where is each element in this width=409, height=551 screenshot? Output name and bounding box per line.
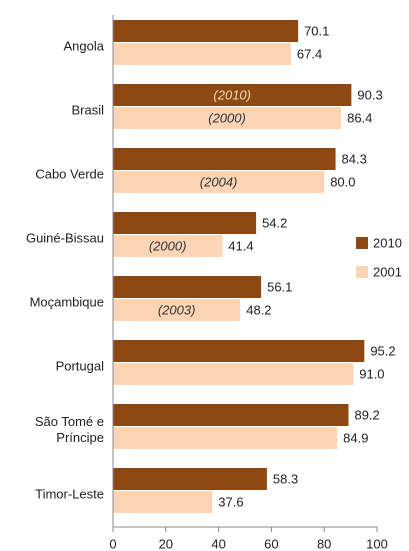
- category-label: Timor-Leste: [35, 486, 104, 501]
- bar: [113, 148, 336, 170]
- value-label: 56.1: [267, 279, 292, 294]
- bar: [113, 491, 213, 513]
- bar: [113, 107, 342, 129]
- value-label: 70.1: [304, 23, 329, 38]
- category-label: São Tomé e Príncipe: [35, 415, 104, 446]
- x-tick-label: 100: [366, 536, 388, 551]
- value-label: 54.2: [262, 215, 287, 230]
- x-tick-label: 80: [317, 536, 331, 551]
- value-label: 84.3: [342, 151, 367, 166]
- bar: [113, 235, 223, 257]
- value-label: 41.4: [228, 238, 253, 253]
- legend-swatch: [356, 237, 368, 249]
- value-label: 48.2: [246, 302, 271, 317]
- bar: [113, 468, 267, 490]
- bar: [113, 340, 365, 362]
- value-label: 37.6: [218, 494, 243, 509]
- x-tick-label: 0: [109, 536, 116, 551]
- bar: [113, 299, 241, 321]
- value-label: 90.3: [357, 87, 382, 102]
- x-tick-label: 20: [159, 536, 173, 551]
- bar-annotation: (2000): [149, 238, 187, 253]
- bar: [113, 276, 262, 298]
- x-tick-label: 60: [264, 536, 278, 551]
- value-label: 84.9: [343, 430, 368, 445]
- value-label: 91.0: [359, 366, 384, 381]
- category-label: Angola: [64, 38, 105, 53]
- value-label: 95.2: [370, 343, 395, 358]
- bar: [113, 84, 352, 106]
- bar: [113, 363, 354, 385]
- bar: [113, 212, 257, 234]
- bar: [113, 20, 299, 42]
- category-label: Moçambique: [30, 294, 104, 309]
- bar-annotation: (2000): [208, 110, 246, 125]
- bar: [113, 404, 349, 426]
- value-label: 67.4: [297, 46, 322, 61]
- bar-annotation: (2010): [213, 87, 251, 102]
- bar: [113, 171, 325, 193]
- legend-swatch: [356, 266, 368, 278]
- category-label: Guiné-Bissau: [26, 230, 104, 245]
- value-label: 58.3: [273, 471, 298, 486]
- value-label: 80.0: [330, 174, 355, 189]
- bar: [113, 427, 338, 449]
- category-label: Brasil: [71, 102, 104, 117]
- legend-label: 2001: [373, 264, 402, 279]
- x-tick-label: 40: [211, 536, 225, 551]
- bar: [113, 43, 291, 65]
- value-label: 89.2: [354, 407, 379, 422]
- value-label: 86.4: [347, 110, 372, 125]
- category-label: Portugal: [56, 358, 105, 373]
- bar-annotation: (2004): [200, 174, 238, 189]
- category-label: Cabo Verde: [35, 166, 104, 181]
- bar-annotation: (2003): [158, 302, 196, 317]
- legend-label: 2010: [373, 235, 402, 250]
